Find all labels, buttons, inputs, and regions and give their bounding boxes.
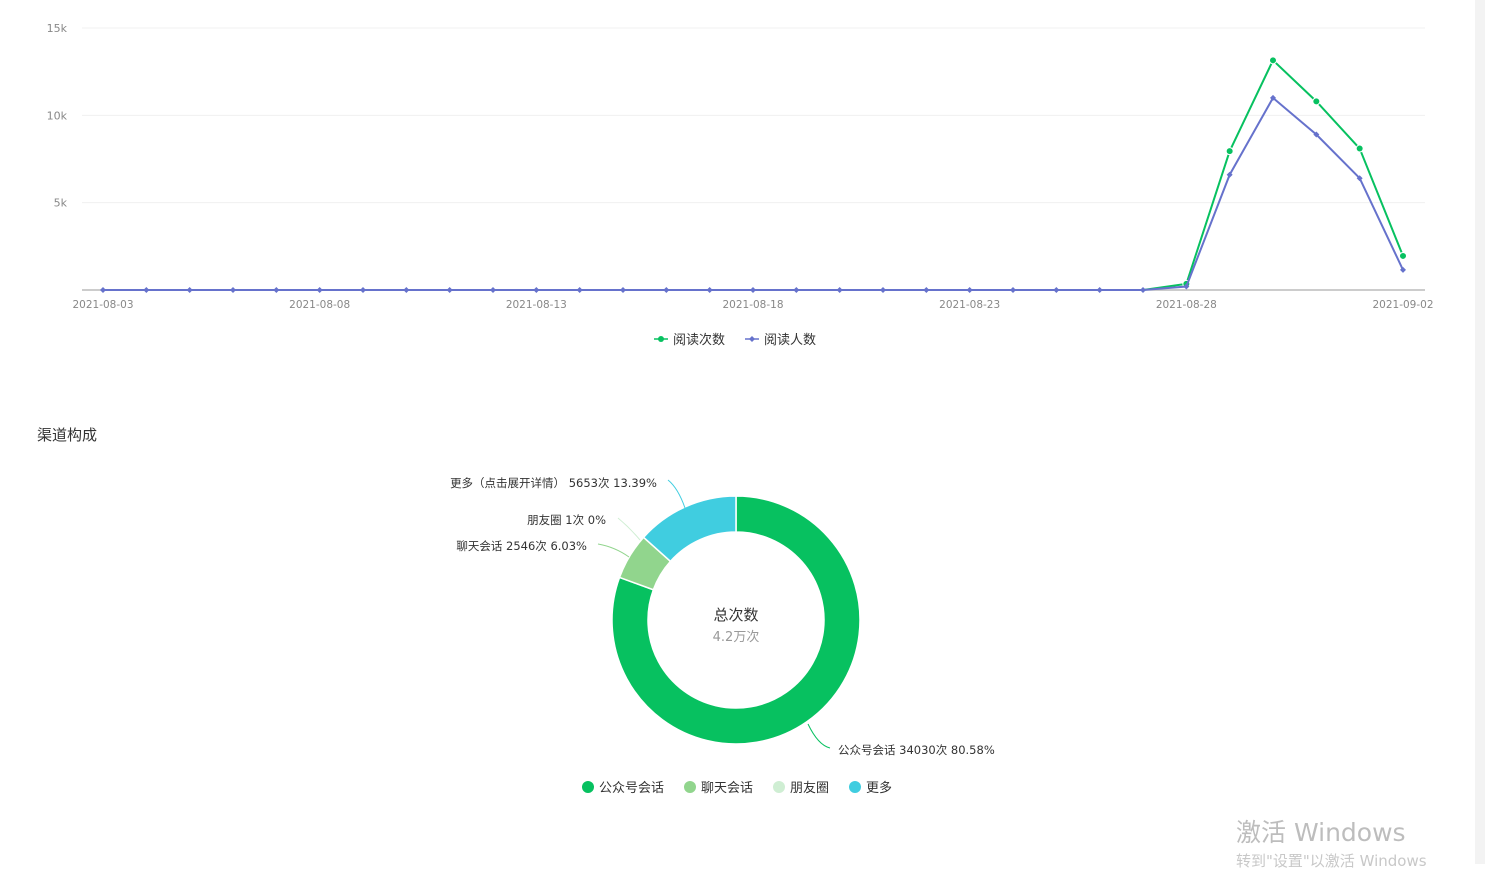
data-point [1053,287,1060,293]
data-point [316,287,323,293]
y-tick-label: 5k [54,197,68,210]
data-point [143,287,150,293]
x-tick-label: 2021-08-28 [1156,299,1217,311]
legend-label: 朋友圈 [790,781,830,796]
legend-label: 公众号会话 [598,781,664,796]
slice-label: 更多（点击展开详情） 5653次 13.39% [450,476,657,490]
data-point [1269,56,1277,65]
data-point [1096,287,1103,293]
series-line [103,96,1404,291]
data-point [360,287,366,293]
y-tick-label: 10k [47,109,68,122]
legend-label: 阅读人数 [764,333,817,348]
data-point [1010,287,1016,293]
data-point [186,287,193,293]
data-point [880,287,886,293]
data-point [230,287,236,293]
data-point [1313,131,1320,138]
donut-chart: 公众号会话 34030次 80.58% 聊天会话 2546次 6.03% 朋友圈 1… [450,476,995,757]
data-point [620,287,626,293]
x-tick-label: 2021-08-23 [939,299,1000,311]
label-leader-line [617,517,641,541]
windows-watermark-sub: 转到"设置"以激活 Windows [1236,852,1427,870]
data-point [750,287,756,293]
data-point [1226,171,1233,178]
section-title: 渠道构成 [37,426,98,444]
legend-item[interactable]: 更多 [849,777,892,796]
legend-dot-icon [773,780,785,793]
data-point [793,287,800,293]
legend-dot-icon [849,780,862,793]
line-legend: 阅读次数 阅读人数 [0,329,1470,348]
data-point [533,287,540,293]
label-leader-line [807,723,831,749]
data-point [1399,251,1407,260]
data-point [1356,175,1363,182]
legend-dot-icon [581,780,594,793]
legend-label: 阅读次数 [672,333,725,348]
data-point [273,287,280,293]
series-line [103,58,1404,291]
legend-label: 更多 [866,781,893,796]
x-tick-label: 2021-08-08 [289,299,350,311]
data-point [1355,144,1364,153]
x-tick-label: 2021-08-13 [506,299,567,311]
data-point [1225,147,1234,156]
pie-slice [611,495,861,745]
data-point [966,287,973,293]
data-point [836,287,843,293]
data-point [1183,283,1190,290]
data-point [706,287,713,293]
pie-slice [642,495,737,563]
x-tick-label: 2021-08-03 [72,299,133,311]
data-point [446,287,453,293]
windows-watermark: 激活 Windows [1236,818,1406,847]
pie-legend: 公众号会话 聊天会话 朋友圈 更多 [0,777,1472,796]
legend-marker-icon [653,335,668,342]
slice-label: 朋友圈 1次 0% [527,513,606,527]
data-point [1270,94,1276,101]
legend-item[interactable]: 阅读人数 [745,329,816,348]
legend-item[interactable]: 公众号会话 [581,777,664,796]
y-tick-label: 15k [47,22,68,35]
line-chart: 5k 10k 15k 2021-08-03 2021-08-08 2021-08-13 20… [47,22,1434,311]
center-value: 4.2万次 [713,629,760,645]
slice-label: 公众号会话 34030次 80.58% [838,743,995,757]
data-point [403,287,410,293]
data-point [1312,97,1321,106]
legend-marker-icon [745,335,759,342]
legend-label: 聊天会话 [700,781,753,796]
legend-item[interactable]: 聊天会话 [683,777,753,796]
data-point [490,287,496,293]
legend-item[interactable]: 朋友圈 [773,777,829,796]
data-point [923,287,930,293]
legend-dot-icon [683,780,696,793]
data-point [100,287,106,293]
label-leader-line [597,543,630,558]
data-point [1400,266,1406,273]
scrollbar[interactable] [1475,0,1485,864]
data-point [576,287,583,293]
slice-label: 聊天会话 2546次 6.03% [456,539,587,553]
label-leader-line [667,479,686,509]
data-point [1140,287,1146,293]
x-tick-label: 2021-08-18 [722,299,783,311]
legend-item[interactable]: 阅读次数 [653,329,725,348]
x-tick-label: 2021-09-02 [1372,299,1433,311]
center-label: 总次数 [713,606,758,624]
data-point [663,287,670,293]
